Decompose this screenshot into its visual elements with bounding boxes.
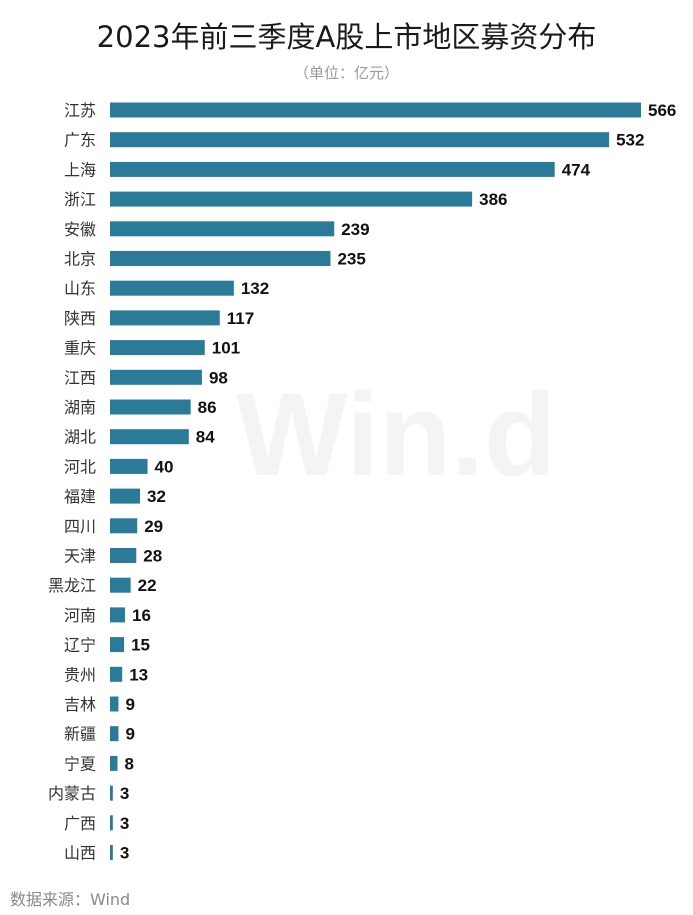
value-label: 386 [479,190,507,209]
category-label: 广东 [64,131,96,150]
value-label: 235 [337,250,365,269]
bar [110,280,234,296]
category-label: 贵州 [64,665,96,684]
category-label: 陕西 [64,309,96,328]
value-label: 9 [125,725,134,744]
category-label: 重庆 [64,339,96,358]
bar [110,191,473,207]
category-label: 江西 [64,368,96,387]
category-label: 辽宁 [64,636,96,655]
bar [110,251,331,266]
bar [110,607,126,623]
value-label: 29 [144,517,163,536]
bar [110,221,335,237]
value-label: 474 [562,160,591,179]
value-label: 13 [129,665,148,684]
value-label: 532 [616,131,644,150]
bar [110,310,220,326]
value-label: 16 [132,606,151,625]
category-label: 内蒙古 [48,784,96,803]
category-label: 江苏 [64,101,96,120]
bar [110,132,610,148]
value-label: 3 [120,814,129,833]
chart-subtitle: （单位：亿元） [293,64,399,82]
bar [110,726,119,742]
category-label: 山东 [64,279,96,298]
value-label: 566 [648,101,676,120]
bar [110,429,189,445]
chart-title: 2023年前三季度A股上市地区募资分布 [96,20,597,54]
value-label: 32 [147,487,166,506]
value-label: 40 [155,457,174,476]
bar [110,102,641,118]
value-label: 101 [212,339,240,358]
bar [110,161,555,177]
bar [110,369,202,385]
category-label: 新疆 [64,725,96,744]
bar [110,637,125,653]
category-label: 河南 [64,606,96,625]
value-label: 3 [120,784,129,803]
bar [110,666,123,682]
category-label: 安徽 [64,220,96,239]
bar [110,488,141,504]
value-label: 22 [138,576,157,595]
bar [110,399,191,415]
category-label: 天津 [64,547,96,566]
category-label: 福建 [64,487,96,506]
bar [110,845,113,860]
bar [110,815,113,831]
value-label: 132 [241,279,269,298]
bar [110,696,119,712]
value-label: 9 [125,695,134,714]
category-label: 黑龙江 [48,576,96,595]
value-label: 239 [341,220,369,239]
data-source: 数据来源：Wind [10,890,131,909]
bar [110,785,113,801]
category-label: 湖南 [64,398,96,417]
value-label: 84 [196,428,215,447]
value-label: 86 [198,398,217,417]
category-label: 上海 [64,160,96,179]
bar [110,548,137,563]
value-label: 98 [209,368,228,387]
value-label: 8 [125,754,134,773]
category-label: 湖北 [64,428,96,447]
category-label: 北京 [64,250,96,269]
bar [110,340,205,356]
category-label: 四川 [64,517,96,536]
watermark: Win.d [236,369,556,501]
value-label: 117 [227,309,254,328]
value-label: 3 [120,844,129,863]
bar [110,755,118,771]
category-label: 山西 [64,844,96,863]
bar [110,577,131,593]
value-label: 28 [143,547,162,566]
category-label: 吉林 [64,695,96,714]
category-label: 河北 [64,457,96,476]
category-label: 广西 [64,814,96,833]
value-label: 15 [131,636,150,655]
bar [110,518,138,534]
category-label: 浙江 [64,190,96,209]
bar [110,458,148,474]
category-label: 宁夏 [64,754,96,773]
